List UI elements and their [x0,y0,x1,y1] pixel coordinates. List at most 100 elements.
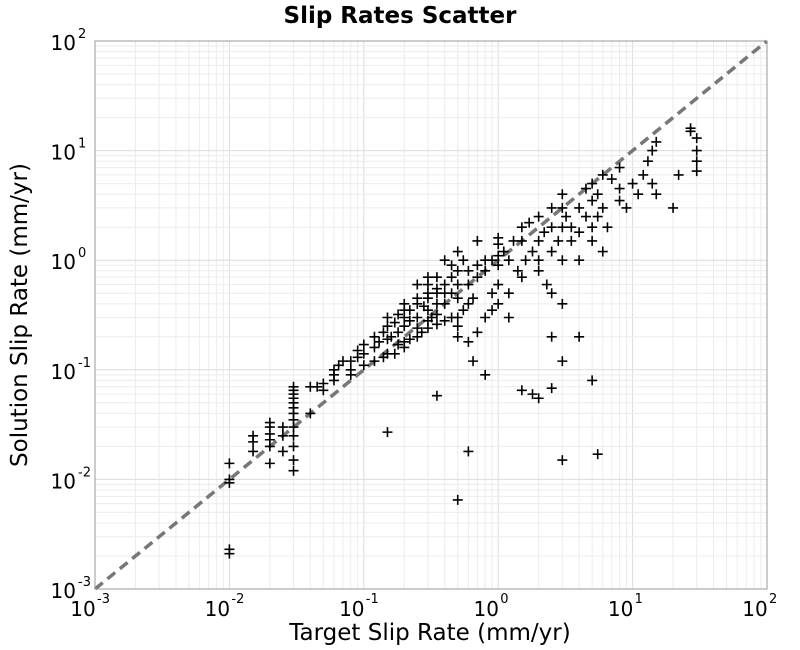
data-point [587,235,598,246]
data-point [557,298,568,309]
data-point [633,189,644,200]
data-point [685,126,696,137]
data-point [668,202,679,213]
data-point [614,183,625,194]
data-point [516,222,527,233]
data-point [503,312,514,323]
data-point [358,348,369,359]
data-point [412,279,423,290]
x-tick-labels: 10 -3 10 -2 10 -1 10 0 10 1 10 2 [70,592,777,621]
data-point [431,272,442,283]
data-point [404,334,415,345]
data-point [546,222,557,233]
data-point [487,255,498,266]
data-point [393,309,404,320]
data-point [382,427,393,438]
data-point [597,246,608,257]
x-tick-exponent: -1 [366,592,379,607]
data-point [566,235,577,246]
data-point [472,272,483,283]
data-point [399,342,410,353]
data-point [431,319,442,330]
data-point [527,246,538,257]
data-point [580,183,591,194]
data-point [592,211,603,222]
y-tick-label: 10 [51,579,76,603]
data-point [539,227,550,238]
data-point [574,331,585,342]
data-point [557,255,568,266]
data-point [463,265,474,276]
data-point [248,446,259,457]
data-point [288,430,299,441]
data-point [602,222,613,233]
data-point [412,323,423,334]
data-point [277,422,288,433]
data-point [546,331,557,342]
data-point [527,389,538,400]
data-point [446,272,457,283]
data-point [345,364,356,375]
data-point [369,356,380,367]
data-point [606,174,617,185]
data-point [587,178,598,189]
data-point [393,339,404,350]
data-point [468,293,479,304]
x-axis-label: Target Slip Rate (mm/yr) [288,620,570,646]
data-point [614,162,625,173]
data-point [452,293,463,304]
data-points [224,123,702,559]
data-point [651,189,662,200]
data-point [524,217,535,228]
y-tick-exponent: 0 [78,246,86,261]
data-point [493,279,504,290]
data-point [587,375,598,386]
data-point [574,255,585,266]
data-point [452,265,463,276]
data-point [412,293,423,304]
data-point [638,169,649,180]
data-point [389,317,400,328]
data-point [305,408,316,419]
data-point [480,369,491,380]
data-point [248,430,259,441]
data-point [446,260,457,271]
data-point [691,133,702,144]
data-point [452,494,463,505]
data-point [345,356,356,367]
data-point [224,474,235,485]
data-point [404,305,415,316]
data-point [580,211,591,222]
data-point [533,393,544,404]
data-point [452,321,463,332]
data-point [621,202,632,213]
data-point [468,356,479,367]
data-point [508,235,519,246]
x-tick-label: 10 [339,597,364,621]
data-point [458,305,469,316]
x-tick-label: 10 [205,597,230,621]
data-point [412,312,423,323]
data-point [358,339,369,350]
data-point [553,235,564,246]
data-point [691,166,702,177]
x-tick-label: 10 [608,597,633,621]
data-point [533,255,544,266]
data-point [561,211,572,222]
data-point [592,449,603,460]
data-point [399,298,410,309]
y-tick-exponent: -3 [78,575,91,590]
data-point [382,321,393,332]
data-point [493,298,504,309]
data-point [382,334,393,345]
x-tick-exponent: -3 [97,592,110,607]
data-point [493,232,504,243]
x-tick-label: 10 [473,597,498,621]
data-point [369,331,380,342]
data-point [614,195,625,206]
data-point [399,321,410,332]
data-point [439,255,450,266]
data-point [358,360,369,371]
data-point [328,364,339,375]
data-point [439,279,450,290]
